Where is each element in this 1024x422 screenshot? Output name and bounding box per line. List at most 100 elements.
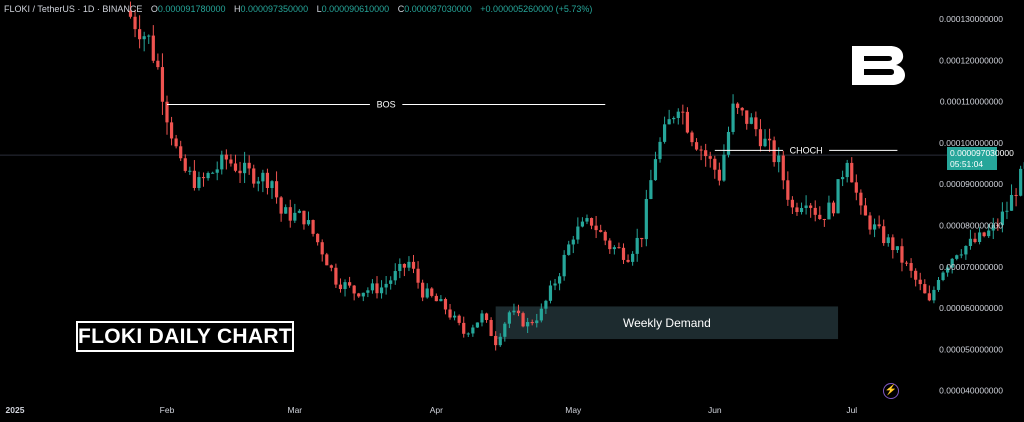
candle-body — [453, 316, 456, 318]
candle-body — [709, 156, 712, 159]
candle-body — [941, 273, 944, 280]
candle-body — [257, 181, 260, 183]
candle-body — [727, 132, 730, 155]
candle-body — [905, 263, 908, 264]
candle-body — [494, 336, 497, 345]
candle-body — [658, 142, 661, 159]
candle-body — [152, 36, 155, 61]
candle-body — [978, 232, 981, 242]
candle-body — [170, 122, 173, 138]
candle-body — [882, 226, 885, 243]
candle-body — [567, 244, 570, 254]
candle-body — [636, 238, 639, 254]
candle-body — [490, 320, 493, 336]
candle-body — [366, 290, 369, 292]
candle-body — [138, 29, 141, 39]
candle-body — [937, 280, 940, 290]
candle-body — [380, 287, 383, 293]
candle-body — [622, 248, 625, 260]
candle-body — [275, 181, 278, 197]
candle-body — [887, 237, 890, 243]
candle-body — [983, 232, 986, 236]
candle-body — [385, 284, 388, 288]
candle-body — [864, 205, 867, 215]
candle-body — [421, 283, 424, 298]
candle-body — [234, 163, 237, 170]
low-value: 0.000090610000 — [322, 4, 390, 14]
candle-body — [353, 286, 356, 294]
y-tick-label: 0.000080000000 — [939, 221, 1003, 231]
candle-body — [791, 200, 794, 208]
candle-body — [206, 173, 209, 178]
last-price-tag: 0.000097030000 05:51:04 — [947, 147, 997, 170]
candle-body — [444, 299, 447, 309]
candle-body — [850, 163, 853, 182]
candle-body — [896, 246, 899, 250]
candle-body — [663, 124, 666, 142]
candle-body — [238, 171, 241, 173]
candle-body — [768, 139, 771, 141]
candle-body — [700, 150, 703, 151]
candle-body — [175, 138, 178, 146]
symbol-title[interactable]: FLOKI / TetherUS · 1D · BINANCE — [4, 4, 142, 14]
candle-body — [686, 112, 689, 133]
candle-body — [216, 169, 219, 172]
candle-body — [782, 156, 785, 181]
candle-body — [403, 264, 406, 268]
x-tick-label: Apr — [430, 405, 443, 415]
candle-body — [704, 150, 707, 156]
candle-body — [654, 159, 657, 180]
candle-body — [188, 171, 191, 172]
bos-label: BOS — [377, 99, 396, 109]
candle-body — [416, 269, 419, 283]
candle-body — [722, 155, 725, 181]
bar-countdown: 05:51:04 — [950, 159, 997, 170]
candle-body — [649, 180, 652, 199]
candle-body — [668, 119, 671, 124]
candle-body — [585, 218, 588, 222]
candle-body — [672, 118, 675, 119]
candle-body — [544, 301, 547, 309]
candle-body — [677, 112, 680, 118]
candle-body — [531, 322, 534, 323]
candle-body — [371, 283, 374, 290]
candle-body — [631, 254, 634, 262]
open-label: O — [151, 4, 158, 14]
candle-body — [599, 230, 602, 232]
candle-body — [485, 313, 488, 320]
candle-body — [430, 288, 433, 295]
candle-body — [713, 159, 716, 170]
candle-body — [1014, 195, 1017, 196]
lightning-bolt-icon[interactable]: ⚡ — [883, 383, 899, 399]
candle-body — [731, 104, 734, 132]
candle-body — [229, 160, 232, 164]
candle-body — [690, 133, 693, 143]
candle-body — [745, 110, 748, 123]
candle-body — [357, 293, 360, 296]
candle-body — [827, 203, 830, 220]
candle-body — [435, 296, 438, 301]
candle-body — [439, 299, 442, 301]
y-tick-label: 0.000090000000 — [939, 179, 1003, 189]
candle-body — [923, 284, 926, 293]
x-tick-label: Mar — [287, 405, 302, 415]
candle-body — [280, 197, 283, 213]
candle-body — [563, 255, 566, 276]
candle-body — [855, 182, 858, 192]
x-tick-label: Jul — [846, 405, 857, 415]
candle-body — [572, 240, 575, 245]
candle-body — [932, 290, 935, 300]
candle-body — [467, 333, 470, 334]
candle-body — [330, 265, 333, 267]
candle-body — [289, 207, 292, 220]
candle-body — [1005, 211, 1008, 212]
candle-body — [243, 163, 246, 173]
candle-body — [293, 213, 296, 221]
candle-body — [964, 246, 967, 254]
candle-body — [809, 206, 812, 208]
candle-body — [448, 309, 451, 317]
candle-body — [841, 177, 844, 179]
candle-body — [325, 254, 328, 265]
candle-body — [604, 232, 607, 241]
